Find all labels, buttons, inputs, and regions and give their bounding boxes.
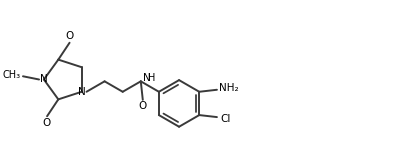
Text: Cl: Cl [221,114,231,124]
Text: N: N [40,74,48,84]
Text: N: N [143,73,151,83]
Text: O: O [139,101,147,111]
Text: H: H [148,73,156,83]
Text: O: O [66,31,74,41]
Text: O: O [43,118,51,128]
Text: NH₂: NH₂ [219,83,239,93]
Text: N: N [78,87,86,97]
Text: CH₃: CH₃ [3,70,21,81]
